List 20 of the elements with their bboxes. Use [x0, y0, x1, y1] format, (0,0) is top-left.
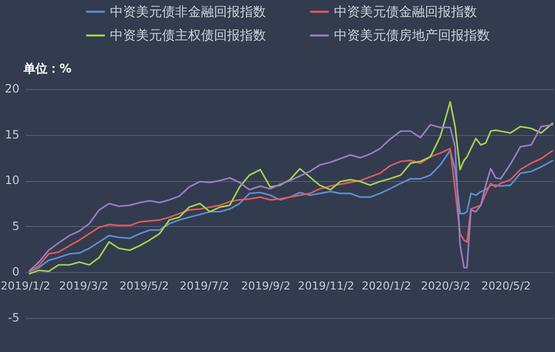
- x-tick-label: 2019/3/2: [59, 280, 109, 293]
- x-tick-label: 2019/1/2: [0, 280, 50, 293]
- x-tick-label: 2020/5/2: [481, 280, 531, 293]
- y-tick-label: -5: [8, 310, 20, 324]
- y-tick-label: 0: [12, 264, 20, 279]
- legend-label: 中资美元债非金融回报指数: [110, 4, 266, 20]
- y-tick-label: 5: [12, 218, 20, 233]
- y-axis-title: 单位：%: [22, 62, 72, 76]
- legend-label: 中资美元债房地产回报指数: [334, 28, 490, 44]
- x-tick-label: 2020/1/2: [362, 280, 412, 293]
- y-tick-label: 10: [4, 173, 20, 188]
- x-tick-label: 2020/3/2: [421, 280, 470, 293]
- x-tick-label: 2019/9/2: [241, 280, 290, 293]
- x-tick-label: 2019/7/2: [180, 280, 230, 293]
- x-tick-label: 2019/11/2: [298, 280, 354, 293]
- x-tick-label: 2019/5/2: [119, 280, 169, 293]
- y-tick-label: 15: [4, 127, 20, 142]
- legend-label: 中资美元债金融回报指数: [334, 4, 477, 20]
- legend-label: 中资美元债主权债回报指数: [110, 28, 266, 44]
- y-tick-label: 20: [4, 82, 20, 96]
